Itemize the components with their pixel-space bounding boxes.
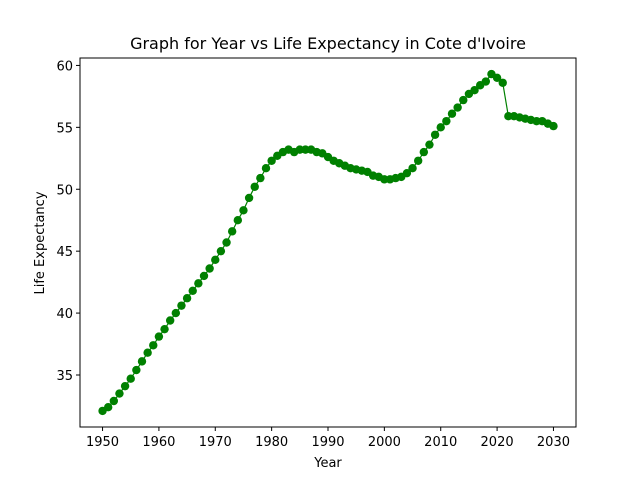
data-point: [227, 227, 237, 236]
data-point: [459, 95, 468, 105]
data-point: [182, 294, 192, 303]
x-tick-label: 1980: [255, 435, 288, 450]
data-point: [481, 77, 491, 86]
data-point: [211, 255, 220, 265]
data-point: [425, 140, 434, 149]
data-point: [408, 164, 417, 173]
plot-area-frame: [79, 57, 577, 428]
life-expectancy-series: [98, 69, 558, 416]
data-point: [149, 341, 158, 350]
y-tick-label: 45: [56, 245, 73, 260]
data-point: [267, 156, 276, 165]
x-tick-label: 1990: [311, 435, 344, 450]
data-point: [244, 193, 254, 203]
data-point: [492, 73, 502, 83]
data-point: [194, 279, 203, 288]
x-tick-label: 1950: [86, 435, 119, 450]
y-tick-label: 60: [56, 59, 73, 74]
data-point: [436, 123, 445, 132]
x-axis: 1950 1960 1970 1980 1990 2000 2010 2020 2030: [86, 427, 570, 450]
x-tick-label: 2010: [424, 435, 457, 450]
data-point: [216, 246, 226, 256]
data-point: [470, 85, 479, 95]
y-axis-title: Life Expectancy: [33, 191, 48, 294]
data-point: [120, 381, 130, 391]
data-point: [419, 147, 429, 157]
data-point: [132, 365, 141, 375]
data-point: [549, 121, 558, 131]
data-point: [143, 348, 152, 357]
data-point: [103, 402, 113, 412]
data-point: [109, 396, 119, 406]
data-point: [222, 238, 231, 247]
data-point: [205, 264, 214, 273]
x-tick-label: 2020: [481, 435, 514, 450]
x-tick-label: 2000: [368, 435, 401, 450]
data-point: [498, 78, 507, 87]
x-tick-label: 1970: [199, 435, 232, 450]
y-tick-label: 50: [56, 183, 73, 198]
data-point: [137, 357, 147, 366]
data-point: [171, 308, 181, 318]
y-axis: 35 40 45 50 55 60: [56, 59, 80, 384]
y-tick-label: 40: [56, 307, 73, 322]
data-point: [442, 116, 451, 126]
y-tick-label: 55: [56, 121, 73, 136]
y-tick-label: 35: [56, 369, 73, 384]
data-point: [239, 206, 248, 215]
data-point: [160, 324, 169, 334]
data-point: [256, 173, 265, 183]
data-point: [453, 103, 462, 112]
data-point: [177, 301, 186, 310]
data-point: [233, 216, 243, 225]
x-tick-label: 2030: [537, 435, 570, 450]
data-point: [402, 168, 412, 178]
data-point: [250, 182, 259, 191]
x-axis-title: Year: [313, 456, 342, 471]
data-point: [115, 389, 124, 398]
data-point: [154, 332, 164, 341]
data-point: [188, 286, 197, 295]
chart-title: Graph for Year vs Life Expectancy in Cot…: [130, 34, 526, 53]
data-point: [413, 156, 423, 165]
x-tick-label: 1960: [142, 435, 175, 450]
data-point: [126, 374, 135, 383]
data-point: [430, 130, 440, 139]
data-point: [447, 109, 457, 118]
data-point: [261, 164, 271, 173]
data-point: [165, 316, 175, 325]
data-point: [199, 271, 209, 281]
